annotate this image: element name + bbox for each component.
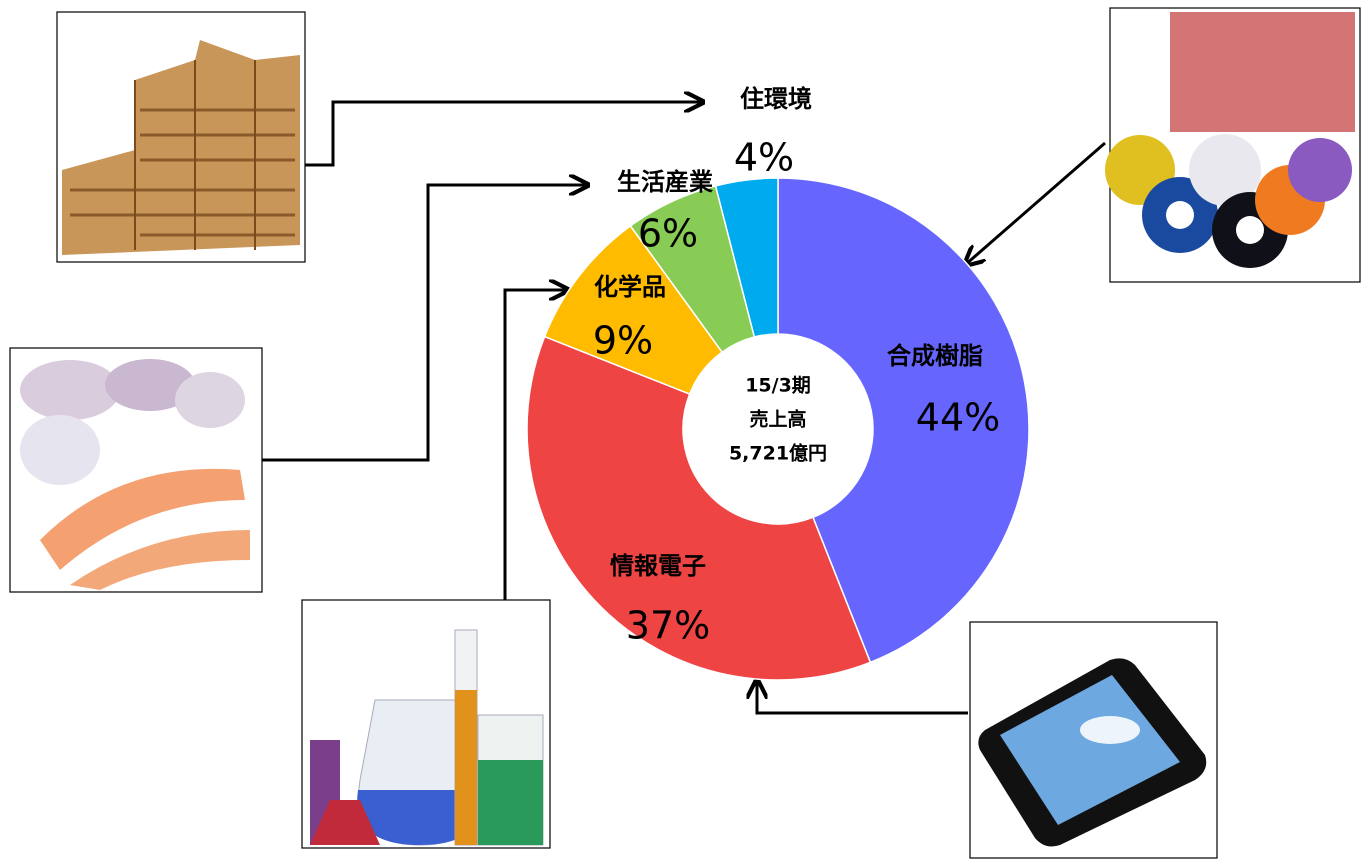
center-text: 売上高 (749, 408, 806, 431)
value-label: 6% (638, 212, 698, 256)
connectors (262, 102, 1106, 715)
photo-building (56, 11, 306, 263)
connector-arrow (262, 185, 588, 462)
photo-tapes (1105, 7, 1361, 283)
slice-label: 住環境 (740, 85, 812, 113)
center-text: 5,721億円 (729, 442, 827, 465)
connector-arrow (503, 290, 568, 600)
photo-flasks (301, 599, 551, 849)
slice-label: 情報電子 (610, 552, 706, 580)
value-label: 4% (734, 136, 794, 180)
photo-food (9, 347, 263, 593)
value-label: 37% (626, 604, 710, 648)
value-label: 9% (593, 319, 653, 363)
connector-arrow (305, 102, 703, 167)
center-label: 15/3期 売上高 5,721億円 (729, 375, 827, 465)
center-text: 15/3期 (745, 375, 811, 397)
slice-label: 化学品 (594, 273, 666, 301)
connector-arrow (965, 141, 1106, 265)
donut-hole (683, 334, 873, 524)
value-label: 44% (916, 396, 1000, 440)
photos (9, 7, 1361, 859)
slice-label: 合成樹脂 (887, 342, 983, 370)
photo-phone (969, 621, 1218, 859)
donut (526, 177, 1030, 681)
slice-label: 生活産業 (617, 168, 713, 196)
connector-arrow (757, 680, 968, 715)
